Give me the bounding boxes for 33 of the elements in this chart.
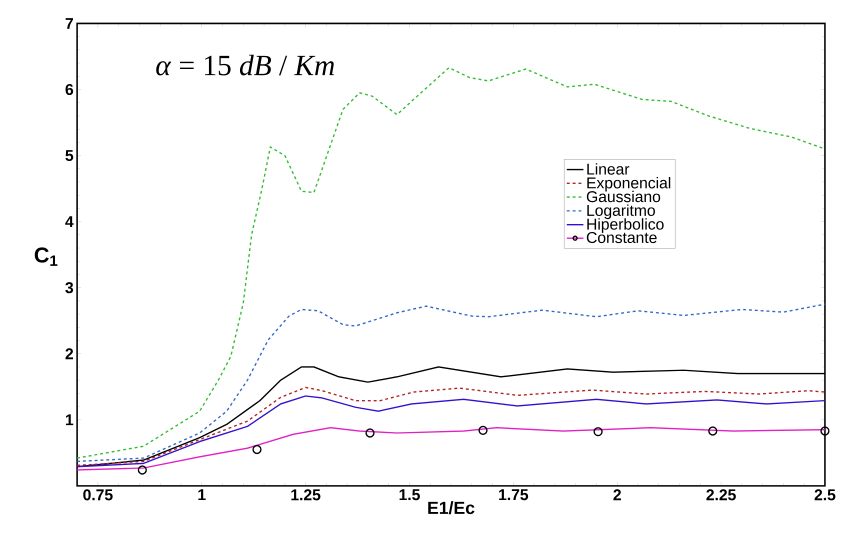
point: [252, 444, 262, 454]
x-tick-label: 2.25: [706, 489, 736, 500]
x-tick-label: 2: [613, 489, 621, 500]
x-axis-title: E1/Ec: [428, 501, 474, 514]
y-tick-label: 6: [66, 84, 74, 95]
legend-label: Gaussiano: [586, 190, 660, 202]
y-tick-label: 5: [65, 150, 74, 161]
x-tick-label: 1.75: [499, 489, 528, 500]
point: [594, 426, 603, 436]
x-tick-label: 1: [198, 489, 206, 500]
legend-label: Constante: [586, 232, 657, 243]
x-tick-label: 1.25: [291, 489, 320, 500]
x-tick-label: 0.75: [83, 489, 113, 500]
y-axis-title: C$_{1}$: [34, 247, 58, 266]
point: [708, 426, 718, 436]
legend-label: Exponencial: [587, 176, 670, 192]
y-tick-label: 2: [66, 348, 74, 360]
x-tick-label: 2.5: [814, 489, 836, 500]
y-tick-label: 7: [66, 18, 73, 29]
line-series: [77, 303, 825, 462]
y-tick-label: 4: [65, 216, 74, 227]
point: [365, 428, 375, 438]
legend-label: Logaritmo: [587, 204, 655, 219]
point: [138, 465, 147, 474]
y-tick-label: 1: [66, 414, 74, 426]
legend-label: Hiperbolico: [587, 218, 664, 233]
point: [820, 426, 830, 436]
line-series: [77, 426, 825, 471]
annotation: α = 15 dB / Km: [156, 54, 334, 76]
legend-label: Linear: [587, 163, 630, 175]
x-tick-label: 1.5: [400, 489, 420, 500]
y-tick-label: 3: [65, 282, 74, 294]
point: [478, 426, 488, 435]
